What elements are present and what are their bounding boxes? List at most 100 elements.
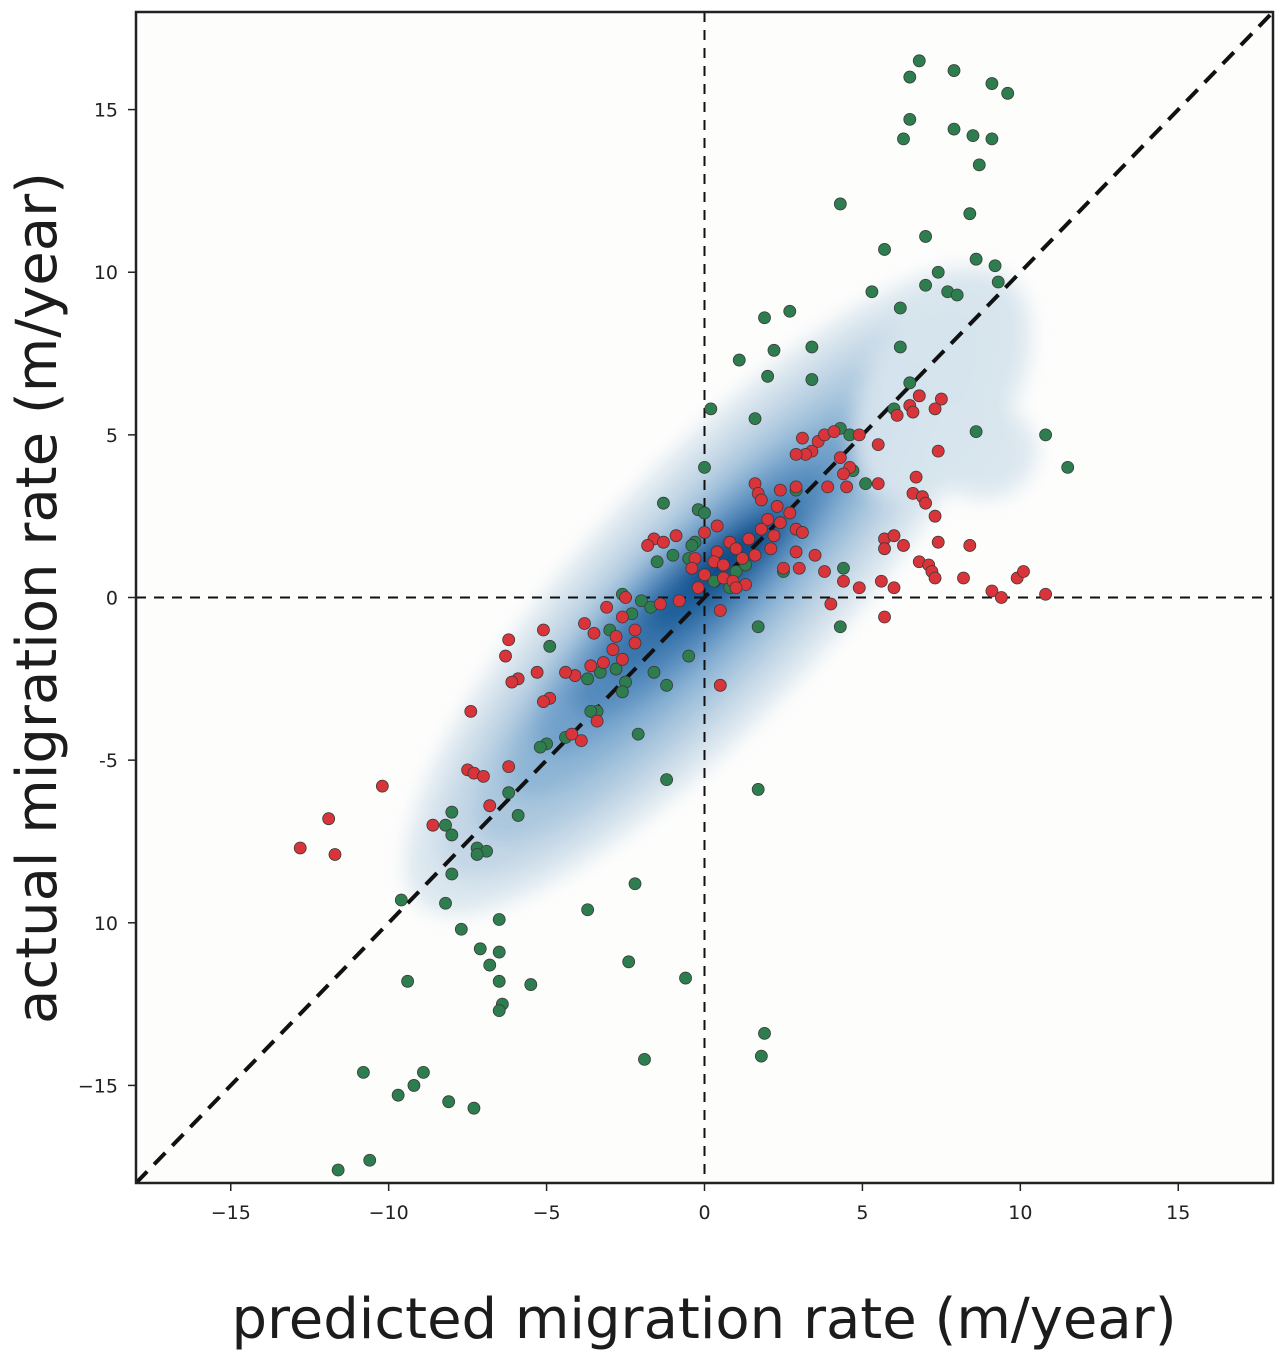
data-point: [698, 460, 711, 474]
y-tick-label: 10: [94, 262, 118, 284]
data-point: [499, 649, 512, 663]
data-point: [985, 77, 999, 90]
data-point: [543, 639, 557, 653]
data-point: [808, 548, 822, 562]
data-point: [590, 714, 604, 728]
data-point: [426, 818, 440, 832]
data-point: [742, 532, 756, 546]
data-point: [464, 704, 478, 718]
data-point: [615, 652, 629, 666]
data-point: [483, 799, 497, 813]
data-point: [631, 727, 645, 741]
data-point: [657, 535, 670, 549]
y-tick-label: −15: [78, 1075, 118, 1097]
data-point: [852, 428, 866, 442]
data-point: [957, 571, 970, 585]
data-point: [991, 275, 1005, 289]
data-point: [657, 496, 670, 510]
data-point: [698, 506, 711, 520]
data-point: [969, 252, 983, 266]
data-point: [454, 922, 468, 936]
data-point: [653, 597, 667, 611]
data-point: [963, 539, 977, 552]
data-point: [874, 574, 888, 588]
data-point: [634, 594, 648, 608]
reference-lines: [136, 12, 1273, 1183]
data-point: [445, 828, 459, 842]
data-point: [647, 665, 661, 679]
data-point: [947, 64, 961, 77]
data-point: [928, 509, 942, 523]
data-point: [931, 444, 945, 458]
data-point: [477, 770, 490, 783]
data-point: [919, 278, 932, 292]
data-point: [928, 402, 942, 416]
data-point: [407, 1079, 421, 1092]
data-point: [492, 1004, 506, 1018]
data-point: [972, 158, 986, 172]
x-tick-label: 0: [698, 1202, 710, 1224]
data-point: [587, 626, 601, 640]
data-point: [293, 841, 307, 855]
x-tick-label: 15: [1166, 1202, 1190, 1224]
data-point: [824, 597, 838, 611]
data-point: [660, 773, 673, 787]
data-point: [805, 340, 819, 354]
data-point: [783, 506, 797, 520]
data-point: [777, 561, 790, 575]
data-point: [606, 643, 620, 656]
data-point: [638, 1052, 651, 1066]
data-point: [685, 539, 699, 552]
data-point: [928, 571, 942, 585]
data-point: [524, 978, 538, 991]
data-point: [796, 431, 809, 445]
data-point: [492, 945, 506, 959]
data-point: [770, 500, 784, 513]
data-point: [445, 805, 459, 819]
data-point: [581, 672, 595, 686]
data-point: [754, 1049, 768, 1063]
data-point: [754, 522, 768, 536]
data-point: [394, 893, 408, 907]
data-point: [878, 542, 891, 556]
data-point: [672, 594, 686, 608]
data-point: [912, 389, 926, 403]
data-point: [732, 353, 746, 367]
data-point: [852, 581, 866, 595]
data-point: [581, 903, 595, 917]
data-point: [789, 545, 803, 559]
data-point: [473, 942, 487, 956]
data-point: [840, 480, 854, 494]
data-point: [530, 665, 544, 679]
data-point: [628, 636, 642, 650]
data-point: [1061, 460, 1075, 474]
data-point: [729, 581, 743, 595]
data-point: [537, 695, 550, 708]
data-point: [833, 620, 847, 634]
data-point: [764, 542, 778, 556]
data-point: [704, 402, 718, 416]
data-point: [597, 656, 610, 669]
data-point: [483, 958, 497, 972]
data-point: [903, 376, 917, 390]
data-point: [1001, 86, 1015, 100]
data-point: [578, 617, 591, 630]
data-point: [912, 54, 926, 68]
y-tick-label: 0: [106, 588, 118, 610]
data-point: [565, 727, 579, 741]
data-point: [713, 604, 727, 617]
data-point: [754, 493, 768, 507]
data-point: [328, 848, 342, 861]
data-point: [622, 955, 636, 969]
data-point: [789, 447, 803, 461]
series-1: [331, 54, 1075, 1177]
data-point: [865, 285, 879, 299]
data-point: [417, 1066, 430, 1079]
data-point: [792, 561, 806, 575]
y-tick-label: 15: [94, 100, 118, 122]
data-point: [442, 1095, 456, 1109]
data-point: [783, 304, 797, 318]
data-point: [439, 896, 452, 910]
data-point: [1039, 428, 1052, 442]
